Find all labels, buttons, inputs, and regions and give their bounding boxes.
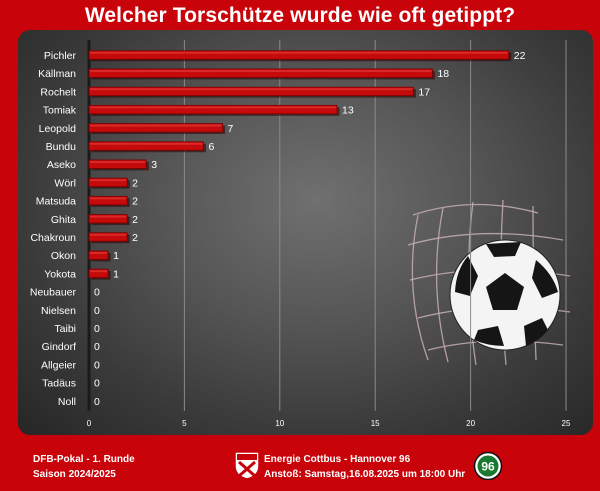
- football-patch-bottom-left: [474, 326, 504, 346]
- bar-highlight: [90, 106, 337, 109]
- chart-panel: 0 5 10 15 20 25 Pichler 22 Källman 18 Rochelt 17 Tom…: [18, 30, 593, 435]
- football-patch-left: [455, 256, 478, 296]
- category-label: Okon: [51, 250, 76, 262]
- data-label: 0: [94, 396, 100, 408]
- x-tick-label: 0: [87, 419, 92, 428]
- football-patch-center: [486, 273, 524, 310]
- bar: [88, 159, 147, 169]
- data-label: 7: [228, 123, 234, 135]
- category-label: Bundu: [46, 141, 77, 153]
- category-label: Yokota: [44, 268, 76, 280]
- x-tick-label: 25: [562, 419, 571, 428]
- bar: [88, 141, 204, 151]
- bar: [88, 104, 338, 115]
- data-label: 2: [132, 214, 138, 226]
- football-patch-right: [532, 260, 558, 298]
- bar-highlight: [90, 179, 127, 182]
- data-label: 13: [342, 105, 354, 117]
- data-label: 6: [208, 141, 214, 153]
- bar: [88, 86, 414, 97]
- data-label: 3: [151, 159, 157, 171]
- data-label: 2: [132, 196, 138, 208]
- data-label: 0: [94, 341, 100, 353]
- football-net-illustration: [407, 199, 571, 366]
- data-label: 0: [94, 323, 100, 335]
- data-label: 17: [418, 86, 430, 98]
- category-label: Nielsen: [41, 305, 76, 317]
- bar-highlight: [90, 160, 146, 163]
- bar: [88, 195, 128, 206]
- category-label: Tomiak: [43, 105, 77, 117]
- net-line-5: [411, 214, 429, 361]
- data-label: 0: [94, 378, 100, 390]
- football-patch-bottom-right: [524, 318, 548, 346]
- chart-title: Welcher Torschütze wurde wie oft getippt…: [84, 4, 516, 27]
- bar-highlight: [90, 69, 432, 72]
- svg-text:96: 96: [481, 460, 495, 474]
- category-label: Aseko: [47, 159, 76, 171]
- data-label: 0: [94, 305, 100, 317]
- net-line-1: [407, 232, 564, 246]
- data-label: 0: [94, 359, 100, 371]
- category-label: Taibi: [54, 323, 76, 335]
- x-tick-label: 15: [371, 419, 380, 428]
- kickoff-label: Anstoß: Samstag,16.08.2025 um 18:00 Uhr: [264, 469, 466, 480]
- competition-label: DFB-Pokal - 1. Runde: [33, 454, 135, 465]
- bar: [88, 250, 109, 260]
- bar: [88, 268, 109, 279]
- category-label: Chakroun: [30, 232, 76, 244]
- bar-highlight: [90, 142, 203, 145]
- data-label: 1: [113, 268, 119, 280]
- football-patch-top: [486, 242, 521, 257]
- bar: [88, 177, 128, 188]
- bar-highlight: [90, 197, 127, 200]
- bar-highlight: [90, 124, 222, 127]
- category-label: Gindorf: [42, 341, 77, 353]
- category-label: Wörl: [54, 177, 76, 189]
- bar: [88, 68, 433, 78]
- category-label: Noll: [58, 396, 76, 408]
- category-label: Allgeier: [41, 359, 77, 371]
- category-label: Ghita: [51, 214, 76, 226]
- data-label: 0: [94, 287, 100, 299]
- category-label: Matsuda: [36, 196, 76, 208]
- bar-highlight: [90, 251, 108, 254]
- data-label: 22: [514, 50, 526, 62]
- data-label: 18: [437, 68, 449, 80]
- bar-highlight: [90, 215, 127, 218]
- category-label: Rochelt: [40, 86, 76, 98]
- category-label: Källman: [38, 68, 76, 80]
- x-tick-label: 10: [275, 419, 284, 428]
- net-line-6: [435, 207, 449, 363]
- category-label: Pichler: [44, 50, 77, 62]
- x-tick-label: 20: [466, 419, 475, 428]
- bar-highlight: [90, 88, 413, 91]
- data-label: 1: [113, 250, 119, 262]
- match-label: Energie Cottbus - Hannover 96: [264, 454, 411, 465]
- bar-highlight: [90, 270, 108, 273]
- bar-highlight: [90, 51, 508, 54]
- data-label: 2: [132, 232, 138, 244]
- footer-match: Energie Cottbus - Hannover 96 Anstoß: Sa…: [264, 452, 465, 482]
- season-label: Saison 2024/2025: [33, 469, 116, 480]
- hannover-96-crest-icon: 96: [473, 451, 503, 481]
- x-tick-label: 5: [182, 419, 187, 428]
- bar: [88, 50, 510, 60]
- category-label: Tadäus: [42, 378, 76, 390]
- net-line-0: [412, 203, 539, 216]
- category-label: Neubauer: [30, 287, 77, 299]
- category-label: Leopold: [39, 123, 77, 135]
- bar-highlight: [90, 233, 127, 236]
- footer-competition: DFB-Pokal - 1. Runde Saison 2024/2025: [33, 452, 135, 482]
- bar: [88, 232, 128, 242]
- bar: [88, 214, 128, 224]
- energie-cottbus-crest-icon: [234, 451, 260, 480]
- data-label: 2: [132, 177, 138, 189]
- bar: [88, 123, 223, 133]
